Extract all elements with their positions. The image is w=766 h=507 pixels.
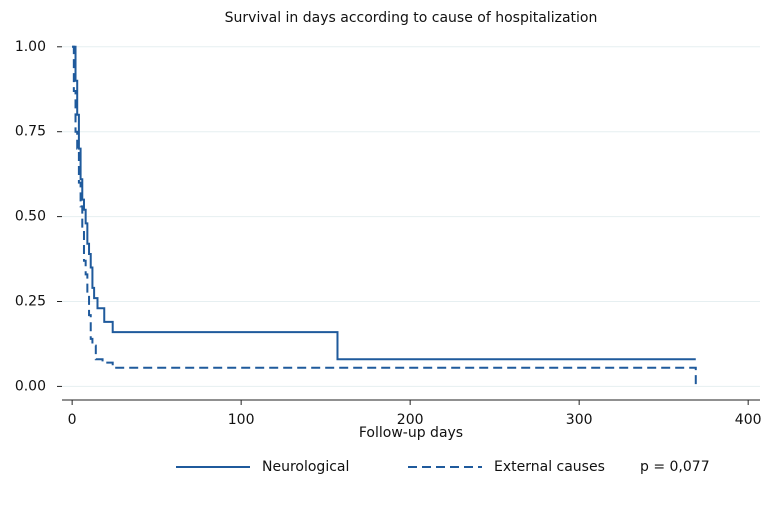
x-tick-label: 200 bbox=[397, 412, 424, 428]
y-tick-label: 0.00 bbox=[15, 378, 46, 394]
x-tick-label: 0 bbox=[68, 412, 77, 428]
legend-label: External causes bbox=[494, 459, 605, 475]
x-tick-label: 400 bbox=[735, 412, 762, 428]
y-tick-label: 0.75 bbox=[15, 124, 46, 140]
y-tick-label: 0.50 bbox=[15, 209, 46, 225]
survival-line bbox=[72, 45, 697, 387]
x-tick-label: 100 bbox=[228, 412, 255, 428]
chart-title: Survival in days according to cause of h… bbox=[225, 10, 598, 26]
legend-label: Neurological bbox=[262, 459, 349, 475]
annotation: p = 0,077 bbox=[640, 459, 710, 475]
x-tick-label: 300 bbox=[566, 412, 593, 428]
y-tick-label: 0.25 bbox=[15, 294, 46, 310]
y-tick-label: 1.00 bbox=[15, 39, 46, 55]
x-axis-label: Follow-up days bbox=[359, 425, 463, 441]
survival-line bbox=[72, 45, 696, 361]
